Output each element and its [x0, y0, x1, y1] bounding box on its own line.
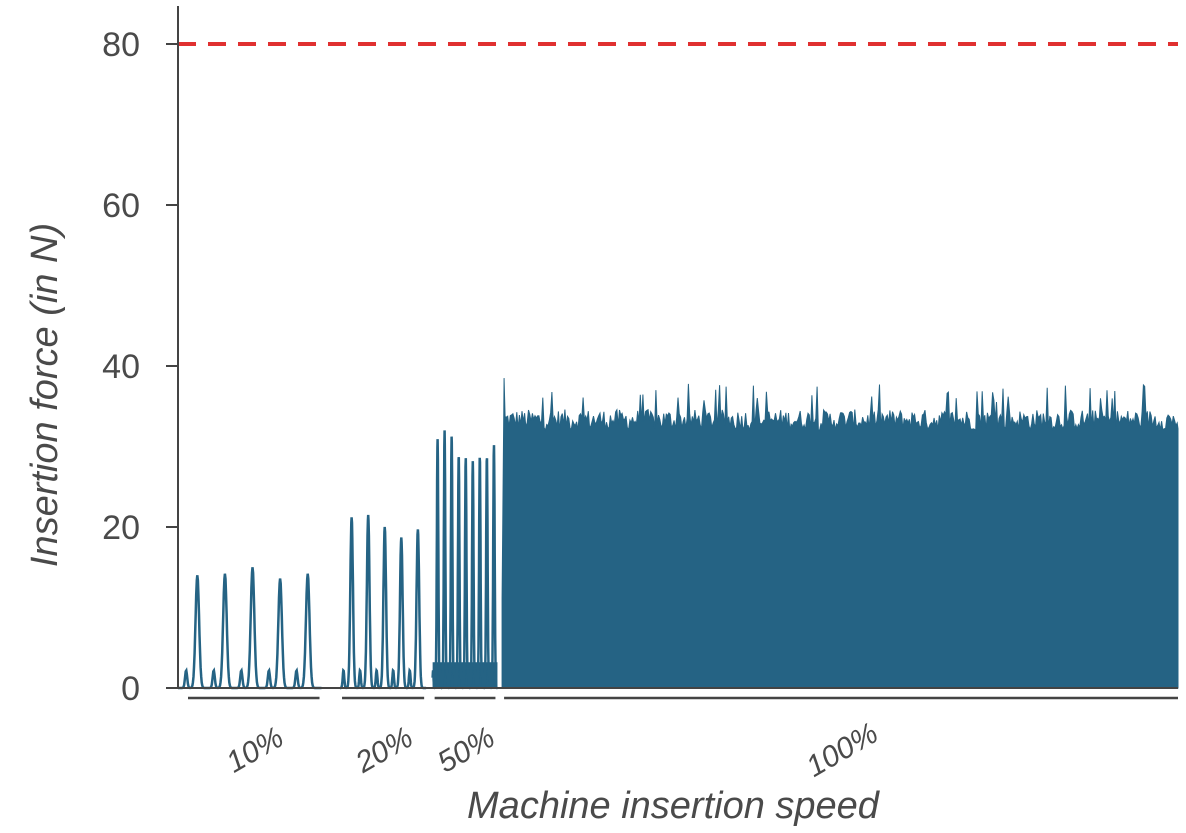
y-tick-label: 20 [102, 509, 140, 547]
speed-groups: 10% 20% 50% 100% [188, 696, 1178, 784]
series-line-20% [340, 514, 427, 690]
y-axis-title: Insertion force (in N) [24, 223, 66, 567]
y-tick-label: 60 [102, 187, 140, 225]
group-label: 100% [801, 717, 884, 784]
y-tick-label: 0 [121, 670, 140, 708]
data-fill-layer [432, 378, 1179, 689]
plot-area [178, 42, 1179, 690]
series-area-100% [501, 378, 1179, 689]
series-line-50% [431, 430, 498, 690]
y-axis-ticks: 0 20 40 60 80 [102, 26, 178, 708]
x-axis-title: Machine insertion speed [467, 785, 881, 827]
series-line-10% [178, 567, 322, 690]
group-label: 20% [349, 721, 418, 780]
y-tick-label: 80 [102, 26, 140, 64]
group-label: 50% [432, 721, 501, 780]
data-line-layer [178, 430, 498, 690]
group-label: 10% [221, 721, 290, 780]
y-tick-label: 40 [102, 348, 140, 386]
